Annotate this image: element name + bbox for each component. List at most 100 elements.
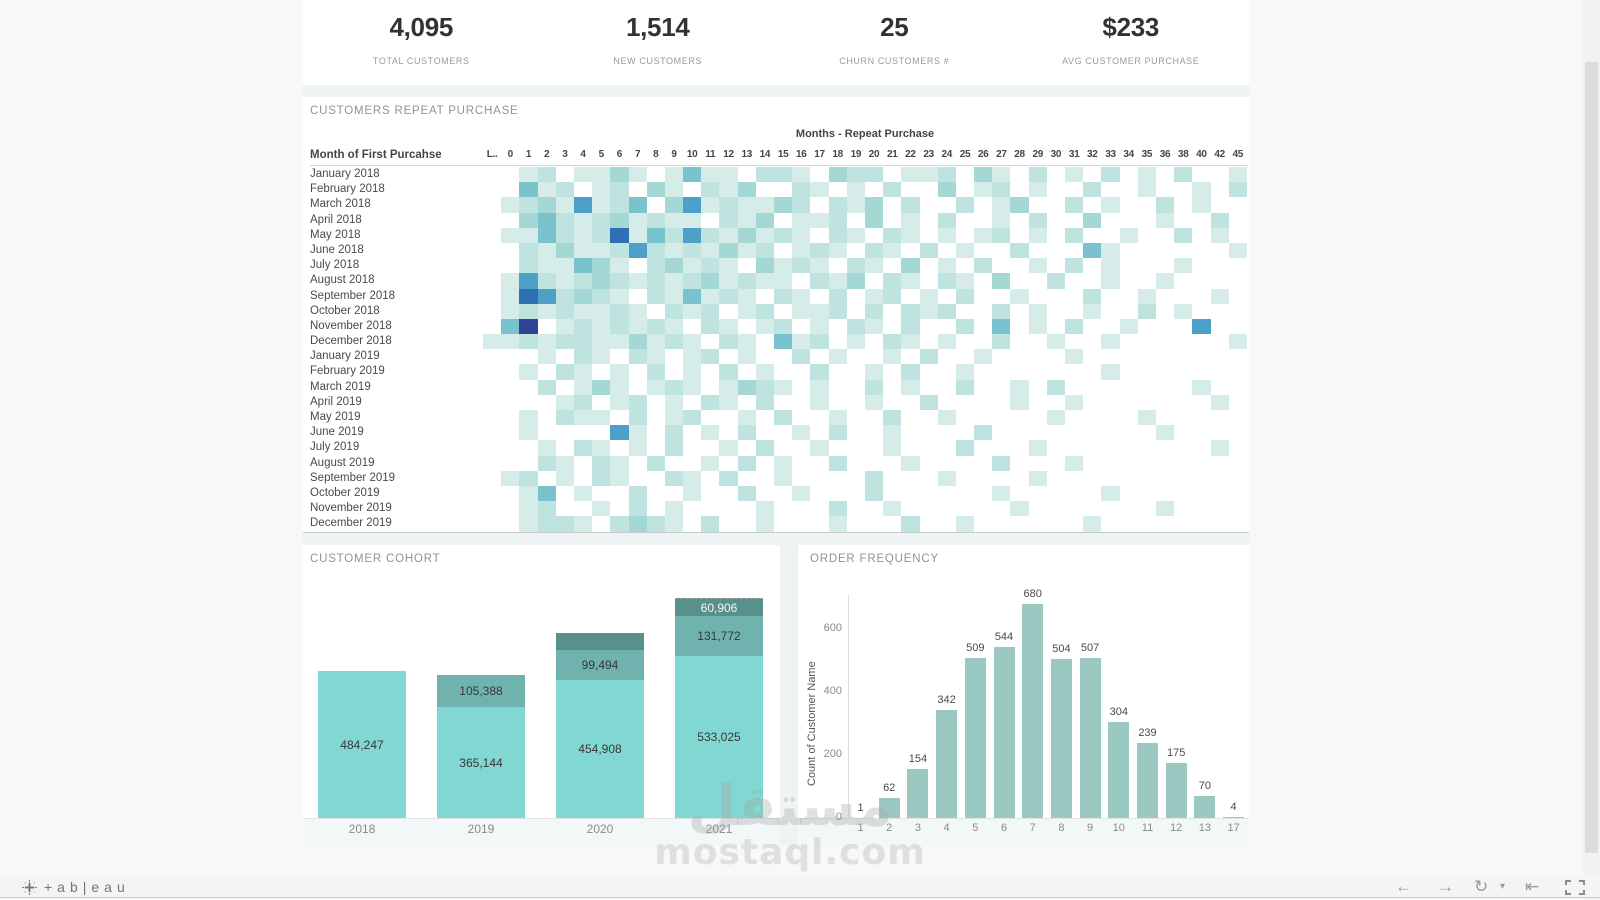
heatmap-cell[interactable]: [592, 182, 611, 198]
order-bar[interactable]: [936, 710, 958, 818]
heatmap-cell[interactable]: [592, 486, 610, 501]
heatmap-cell[interactable]: [1101, 319, 1119, 334]
heatmap-cell[interactable]: [1156, 456, 1174, 471]
heatmap-cell[interactable]: [538, 471, 556, 486]
heatmap-cell[interactable]: [610, 167, 629, 183]
heatmap-cell[interactable]: [901, 395, 919, 410]
heatmap-cell[interactable]: [1192, 258, 1210, 273]
heatmap-cell[interactable]: [701, 394, 720, 410]
heatmap-cell[interactable]: [701, 455, 720, 471]
heatmap-cell[interactable]: [1156, 289, 1174, 304]
heatmap-cell[interactable]: [1192, 213, 1210, 228]
heatmap-cell[interactable]: [683, 395, 701, 410]
heatmap-cell[interactable]: [592, 273, 611, 289]
heatmap-cell[interactable]: [1174, 471, 1192, 486]
heatmap-cell[interactable]: [701, 303, 720, 319]
heatmap-cell[interactable]: [992, 227, 1011, 243]
heatmap-cell[interactable]: [1192, 334, 1210, 349]
heatmap-cell[interactable]: [883, 516, 901, 531]
heatmap-cell[interactable]: [865, 516, 883, 531]
heatmap-cell[interactable]: [1229, 319, 1247, 334]
heatmap-cell[interactable]: [665, 456, 683, 471]
heatmap-cell[interactable]: [774, 318, 793, 335]
heatmap-cell[interactable]: [992, 455, 1011, 471]
heatmap-cell[interactable]: [519, 318, 538, 335]
heatmap-cell[interactable]: [1065, 289, 1083, 304]
heatmap-cell[interactable]: [1156, 258, 1174, 273]
heatmap-cell[interactable]: [629, 182, 647, 197]
heatmap-cell[interactable]: [774, 227, 793, 243]
heatmap-cell[interactable]: [865, 182, 883, 197]
heatmap-cell[interactable]: [1192, 318, 1211, 335]
heatmap-cell[interactable]: [1211, 349, 1229, 364]
heatmap-cell[interactable]: [956, 228, 974, 243]
heatmap-cell[interactable]: [610, 212, 629, 228]
heatmap-cell[interactable]: [1083, 440, 1101, 455]
heatmap-cell[interactable]: [610, 394, 629, 410]
heatmap-cell[interactable]: [1083, 516, 1102, 532]
heatmap-cell[interactable]: [1047, 258, 1065, 273]
heatmap-cell[interactable]: [1211, 516, 1229, 531]
heatmap-cell[interactable]: [1047, 456, 1065, 471]
heatmap-cell[interactable]: [1174, 456, 1192, 471]
heatmap-cell[interactable]: [883, 242, 902, 259]
heatmap-cell[interactable]: [774, 258, 793, 274]
heatmap-cell[interactable]: [1083, 425, 1101, 440]
heatmap-cell[interactable]: [555, 334, 574, 350]
heatmap-cell[interactable]: [628, 349, 647, 365]
order-bar[interactable]: [993, 647, 1015, 818]
heatmap-cell[interactable]: [610, 379, 629, 395]
heatmap-cell[interactable]: [537, 501, 556, 517]
heatmap-cell[interactable]: [774, 379, 793, 395]
heatmap-cell[interactable]: [1120, 501, 1138, 516]
heatmap-cell[interactable]: [920, 197, 938, 212]
heatmap-cell[interactable]: [1120, 395, 1138, 410]
heatmap-cell[interactable]: [1010, 182, 1028, 197]
heatmap-cell[interactable]: [483, 167, 501, 182]
heatmap-cell[interactable]: [1120, 425, 1138, 440]
heatmap-cell[interactable]: [1083, 258, 1101, 273]
heatmap-cell[interactable]: [683, 364, 702, 380]
cohort-segment[interactable]: 60,906: [675, 598, 763, 616]
heatmap-cell[interactable]: [537, 242, 556, 259]
heatmap-cell[interactable]: [756, 425, 774, 440]
heatmap-cell[interactable]: [829, 319, 847, 334]
heatmap-cell[interactable]: [719, 318, 738, 335]
heatmap-cell[interactable]: [683, 288, 702, 304]
heatmap-cell[interactable]: [610, 364, 629, 380]
heatmap-cell[interactable]: [920, 364, 938, 379]
heatmap-cell[interactable]: [792, 349, 811, 365]
vertical-scrollbar[interactable]: [1583, 0, 1600, 900]
heatmap-cell[interactable]: [737, 455, 756, 471]
heatmap-cell[interactable]: [1029, 410, 1047, 425]
heatmap-cell[interactable]: [1228, 334, 1247, 350]
heatmap-cell[interactable]: [938, 380, 956, 395]
heatmap-cell[interactable]: [956, 182, 974, 197]
heatmap-cell[interactable]: [1210, 288, 1229, 304]
cohort-segment[interactable]: 454,908: [556, 680, 644, 818]
heatmap-cell[interactable]: [1229, 364, 1247, 379]
heatmap-cell[interactable]: [774, 273, 793, 289]
heatmap-cell[interactable]: [1083, 212, 1102, 228]
heatmap-cell[interactable]: [938, 364, 956, 379]
heatmap-cell[interactable]: [1211, 304, 1229, 319]
heatmap-cell[interactable]: [792, 273, 810, 288]
heatmap-cell[interactable]: [574, 425, 592, 440]
heatmap-cell[interactable]: [738, 440, 756, 455]
heatmap-cell[interactable]: [974, 243, 992, 258]
heatmap-cell[interactable]: [519, 273, 538, 289]
heatmap-cell[interactable]: [792, 501, 810, 516]
heatmap-cell[interactable]: [519, 167, 538, 183]
heatmap-cell[interactable]: [828, 455, 847, 471]
heatmap-cell[interactable]: [1028, 258, 1047, 274]
heatmap-cell[interactable]: [555, 273, 574, 289]
heatmap-cell[interactable]: [701, 182, 720, 198]
heatmap-cell[interactable]: [883, 395, 901, 410]
heatmap-cell[interactable]: [828, 303, 847, 319]
heatmap-cell[interactable]: [1010, 319, 1028, 334]
heatmap-cell[interactable]: [1101, 334, 1120, 350]
heatmap-cell[interactable]: [556, 501, 574, 516]
heatmap-cell[interactable]: [974, 425, 993, 441]
heatmap-cell[interactable]: [1010, 440, 1028, 455]
heatmap-cell[interactable]: [792, 258, 811, 274]
